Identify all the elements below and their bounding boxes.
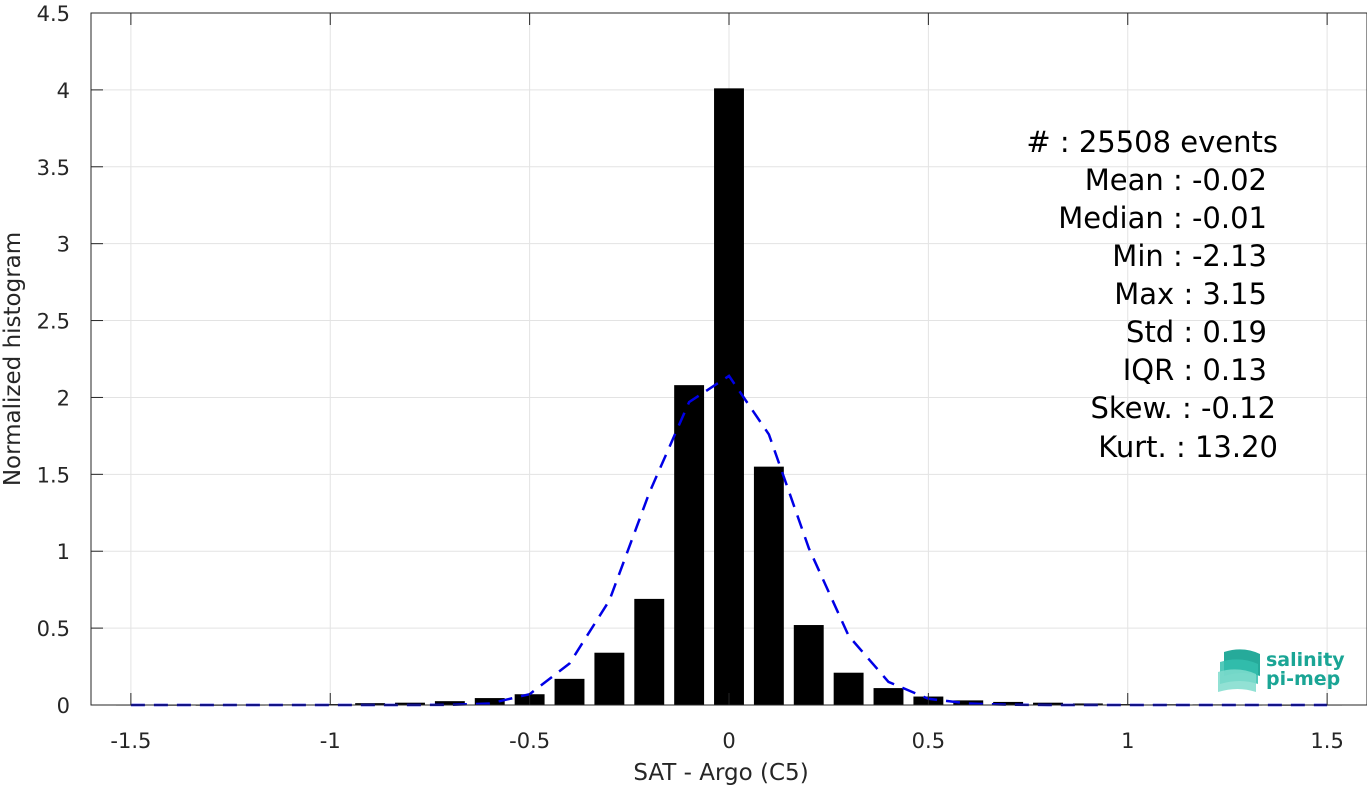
normal-fit-curve xyxy=(130,374,1328,707)
y-tick-label: 1.5 xyxy=(37,463,70,487)
y-axis-label: Normalized histogram xyxy=(0,232,26,486)
salinity-wave-logo-icon xyxy=(1218,649,1260,692)
y-tick-label: 4 xyxy=(57,79,70,103)
stat-count: # : 25508 events xyxy=(1026,125,1278,159)
stat-min: Min : -2.13 xyxy=(1112,239,1267,273)
axis-ticks xyxy=(91,12,1328,706)
x-tick-label: -1.5 xyxy=(110,729,151,753)
histogram-bar xyxy=(993,701,1024,705)
y-tick-label: 3.5 xyxy=(37,156,70,180)
histogram-bar xyxy=(953,700,984,705)
x-tick-label: 0.5 xyxy=(912,729,945,753)
logo-text-salinity: salinity xyxy=(1266,649,1345,671)
y-tick-label: 2.5 xyxy=(37,310,70,334)
histogram-bar xyxy=(474,698,505,705)
histogram-bar xyxy=(594,652,625,705)
histogram-bar xyxy=(873,688,904,705)
histogram-bar xyxy=(674,385,705,705)
stat-max: Max : 3.15 xyxy=(1114,277,1267,311)
histogram-bar xyxy=(833,672,864,705)
x-tick-label: -0.5 xyxy=(509,729,550,753)
x-tick-labels: -1.5 -1 -0.5 0 0.5 1 1.5 xyxy=(110,729,1343,753)
y-tick-label: 4.5 xyxy=(37,2,70,26)
stat-std: Std : 0.19 xyxy=(1126,315,1267,349)
y-tick-label: 0.5 xyxy=(37,617,70,641)
histogram-bars xyxy=(115,88,1343,706)
histogram-bar xyxy=(753,466,784,705)
stat-skew: Skew. : -0.12 xyxy=(1090,391,1276,425)
y-tick-label: 3 xyxy=(57,233,70,257)
x-axis-label: SAT - Argo (C5) xyxy=(633,760,808,786)
histogram-bar xyxy=(554,678,585,705)
stat-iqr: IQR : 0.13 xyxy=(1123,353,1267,387)
histogram-bar xyxy=(793,625,824,705)
y-tick-label: 1 xyxy=(57,540,70,564)
stat-median: Median : -0.01 xyxy=(1058,201,1267,235)
y-tick-label: 2 xyxy=(57,386,70,410)
logo-text-pimep: pi-mep xyxy=(1266,668,1340,690)
histogram-bar xyxy=(634,598,665,705)
y-tick-label: 0 xyxy=(57,694,70,718)
x-tick-label: 1 xyxy=(1121,729,1134,753)
histogram-bar xyxy=(714,88,744,705)
statistics-box: # : 25508 events Mean : -0.02 Median : -… xyxy=(1026,125,1278,464)
stat-mean: Mean : -0.02 xyxy=(1085,163,1267,197)
x-tick-label: 1.5 xyxy=(1310,729,1343,753)
salinity-pimep-logo: salinity pi-mep xyxy=(1218,649,1345,692)
y-tick-labels: 0 0.5 1 1.5 2 2.5 3 3.5 4 4.5 xyxy=(37,2,70,718)
stat-kurt: Kurt. : 13.20 xyxy=(1098,430,1278,464)
x-tick-label: 0 xyxy=(722,729,735,753)
x-tick-label: -1 xyxy=(320,729,341,753)
histogram-bar xyxy=(434,701,465,705)
